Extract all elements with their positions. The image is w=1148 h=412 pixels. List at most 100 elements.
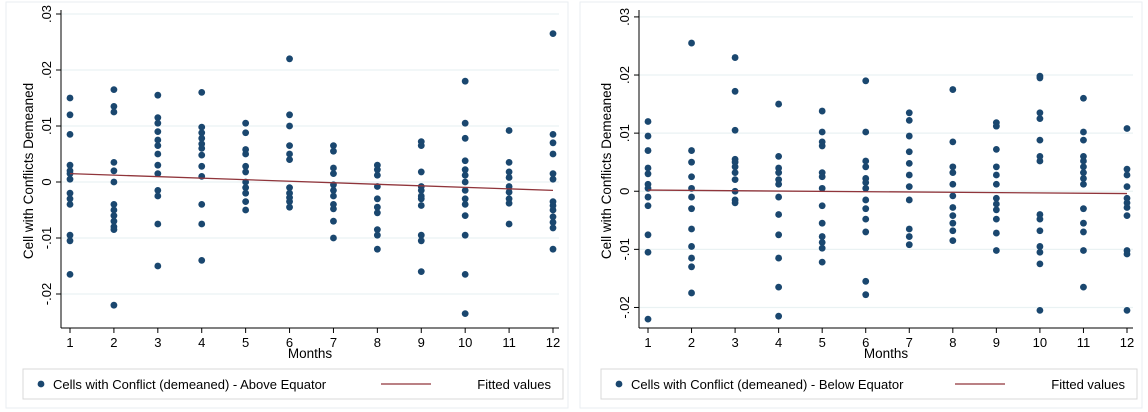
data-point xyxy=(505,199,513,207)
data-point xyxy=(549,150,557,158)
data-point xyxy=(461,178,469,186)
data-point xyxy=(905,171,913,179)
data-point xyxy=(110,226,118,234)
data-point xyxy=(549,175,557,183)
data-point xyxy=(644,193,652,201)
data-point xyxy=(1036,109,1044,117)
data-point xyxy=(992,180,1000,188)
data-point xyxy=(731,54,739,61)
data-point xyxy=(110,206,118,214)
data-point xyxy=(154,119,162,127)
data-point xyxy=(1036,136,1044,144)
data-point xyxy=(1036,306,1044,314)
y-tick-label: -.02 xyxy=(617,296,632,318)
data-point xyxy=(862,205,870,213)
x-tick-label: 9 xyxy=(418,335,425,350)
data-point xyxy=(905,183,913,190)
data-point xyxy=(198,129,206,137)
data-point xyxy=(417,168,425,176)
data-point xyxy=(1080,157,1087,165)
data-point xyxy=(731,199,739,207)
data-point xyxy=(905,132,913,140)
legend-label-fitted: Fitted values xyxy=(477,377,551,392)
data-point xyxy=(461,310,469,317)
data-point xyxy=(949,86,957,93)
data-point xyxy=(286,142,293,150)
data-point xyxy=(110,86,118,93)
legend-label-scatter: Cells with Conflict (demeaned) - Above E… xyxy=(53,377,327,392)
data-point xyxy=(373,209,381,217)
y-tick-label: -.01 xyxy=(617,238,632,260)
data-point xyxy=(373,226,381,234)
data-point xyxy=(905,196,913,204)
data-point xyxy=(154,136,162,144)
data-point xyxy=(198,162,206,170)
data-point xyxy=(644,147,652,154)
data-point xyxy=(688,173,695,181)
data-point xyxy=(731,87,739,95)
data-point xyxy=(198,220,206,228)
data-point xyxy=(330,234,337,242)
data-point xyxy=(992,215,1000,223)
data-point xyxy=(949,169,957,177)
data-point xyxy=(775,180,783,188)
data-point xyxy=(644,315,652,323)
data-point xyxy=(242,150,250,158)
data-point xyxy=(461,271,469,278)
x-tick-label: 7 xyxy=(330,335,337,350)
data-point xyxy=(992,146,1000,153)
data-point xyxy=(688,39,695,47)
data-point xyxy=(286,203,293,211)
x-tick-label: 6 xyxy=(862,335,869,350)
data-point xyxy=(688,254,695,262)
data-point xyxy=(417,202,425,209)
data-point xyxy=(949,163,957,171)
data-point xyxy=(417,187,425,194)
data-point xyxy=(992,206,1000,214)
data-point xyxy=(286,111,293,119)
data-point xyxy=(373,203,381,211)
data-point xyxy=(1036,74,1044,82)
data-point xyxy=(1080,205,1087,213)
data-point xyxy=(1080,163,1087,171)
data-point xyxy=(1036,227,1044,235)
data-point xyxy=(688,205,695,213)
data-point xyxy=(330,147,337,155)
data-point xyxy=(549,218,557,226)
data-point xyxy=(992,163,1000,171)
data-point xyxy=(286,156,293,164)
data-point xyxy=(1123,165,1131,173)
data-point xyxy=(286,55,293,63)
data-point xyxy=(505,220,513,228)
x-tick-label: 5 xyxy=(819,335,826,350)
data-point xyxy=(549,30,557,37)
x-tick-label: 7 xyxy=(906,335,913,350)
data-point xyxy=(1123,125,1131,132)
y-tick-label: 0 xyxy=(617,188,632,195)
data-point xyxy=(818,238,826,246)
data-point xyxy=(330,192,337,200)
data-point xyxy=(461,187,469,194)
data-point xyxy=(66,131,74,138)
data-point xyxy=(1123,250,1131,258)
data-point xyxy=(731,126,739,134)
data-point xyxy=(1036,215,1044,223)
data-point xyxy=(66,111,74,119)
data-point xyxy=(775,164,783,172)
data-point xyxy=(1036,248,1044,256)
data-point xyxy=(461,171,469,179)
data-point xyxy=(644,164,652,172)
data-point xyxy=(949,192,957,200)
data-point xyxy=(198,145,206,152)
data-point xyxy=(242,184,250,192)
data-point xyxy=(110,178,118,186)
data-point xyxy=(1080,283,1087,291)
data-point xyxy=(154,150,162,158)
data-point xyxy=(242,198,250,206)
data-point xyxy=(1080,219,1087,227)
data-point xyxy=(644,118,652,125)
data-point xyxy=(1123,306,1131,314)
data-point xyxy=(818,219,826,227)
data-point xyxy=(1080,169,1087,177)
data-point xyxy=(66,189,74,197)
